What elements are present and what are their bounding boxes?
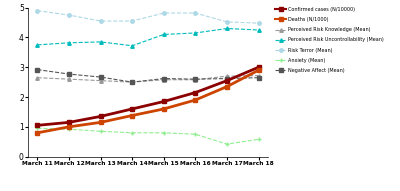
Legend: Confirmed cases (N/10000), Deaths (N/1000), Perceived Risk Knowledge (Mean), Per: Confirmed cases (N/10000), Deaths (N/100…: [275, 7, 384, 73]
